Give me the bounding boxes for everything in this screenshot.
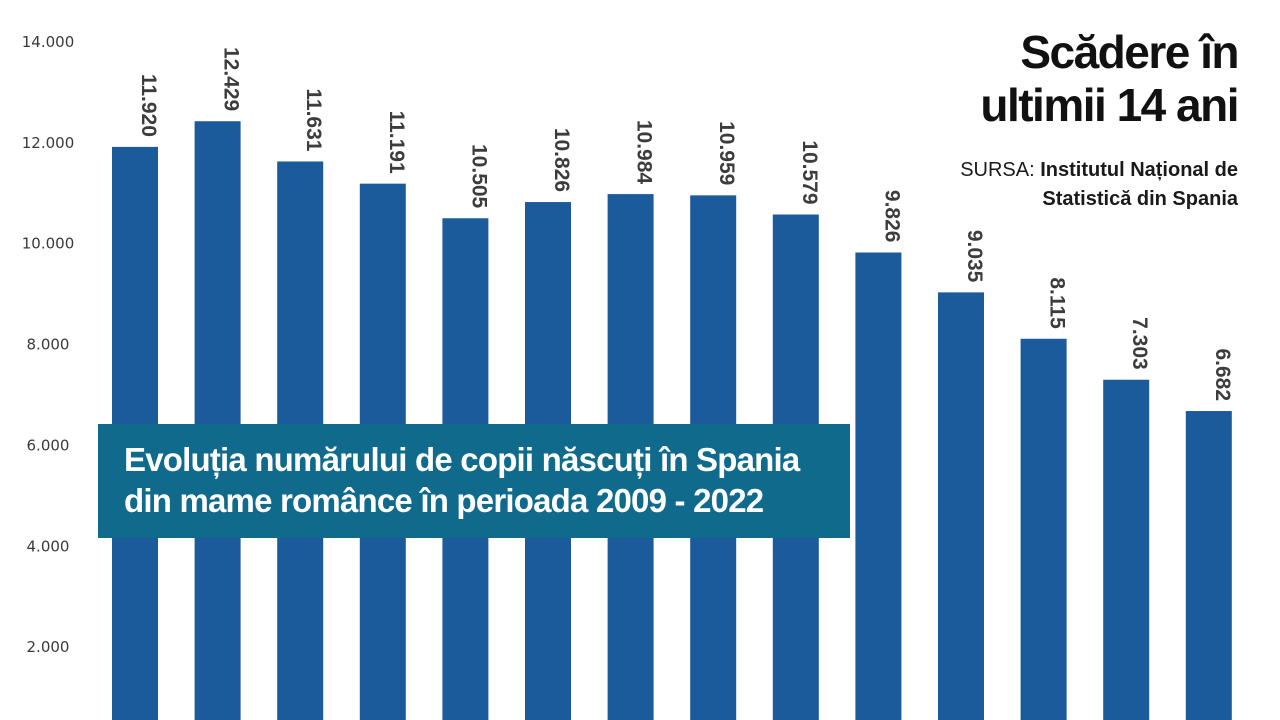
value-label-2011: 11.631	[302, 88, 325, 151]
source-label: SURSA:	[960, 159, 1035, 181]
value-label-2017: 10.579	[798, 140, 821, 204]
value-label-2019: 9.035	[963, 230, 986, 283]
value-label-2012: 11.191	[385, 111, 408, 174]
bar-2019	[938, 292, 984, 720]
value-label-2009: 11.920	[137, 74, 160, 137]
value-label-2016: 10.959	[715, 121, 738, 185]
chart-caption: Evoluția numărului de copii născuți în S…	[98, 424, 850, 538]
bar-2021	[1103, 379, 1150, 720]
bar-2022	[1185, 411, 1232, 720]
value-label-2022: 6.682	[1211, 348, 1234, 401]
source-line-2: Statistică din Spania	[1042, 188, 1238, 210]
value-label-2013: 10.505	[467, 144, 490, 209]
bar-2018	[855, 252, 902, 720]
y-tick-label: 12.000	[22, 134, 75, 152]
bar-2010	[194, 121, 241, 720]
value-label-2010: 12.429	[220, 47, 243, 111]
value-label-2014: 10.826	[550, 128, 573, 192]
y-tick-label: 8.000	[27, 336, 70, 354]
headline-line-1: Scădere în	[1020, 26, 1239, 78]
y-tick-label: 4.000	[27, 537, 70, 555]
source-line-1: Institutul Național de	[1040, 159, 1238, 181]
chart-headline: Scădere în ultimii 14 ani	[980, 26, 1239, 132]
source-note: SURSA: Institutul Național de Statistică…	[960, 156, 1238, 214]
y-tick-label: 2.000	[27, 638, 70, 656]
y-tick-label: 14.000	[22, 33, 75, 51]
value-label-2018: 9.826	[880, 190, 903, 243]
y-tick-label: 6.000	[27, 436, 70, 454]
headline-line-2: ultimii 14 ani	[980, 79, 1239, 131]
value-label-2020: 8.115	[1046, 277, 1069, 329]
caption-line-2: din mame românce în perioada 2009 - 2022	[124, 482, 764, 519]
value-label-2015: 10.984	[633, 120, 656, 185]
value-label-2021: 7.303	[1128, 317, 1151, 370]
bar-2020	[1020, 338, 1067, 720]
y-tick-label: 10.000	[22, 235, 75, 253]
caption-line-1: Evoluția numărului de copii născuți în S…	[124, 441, 800, 478]
